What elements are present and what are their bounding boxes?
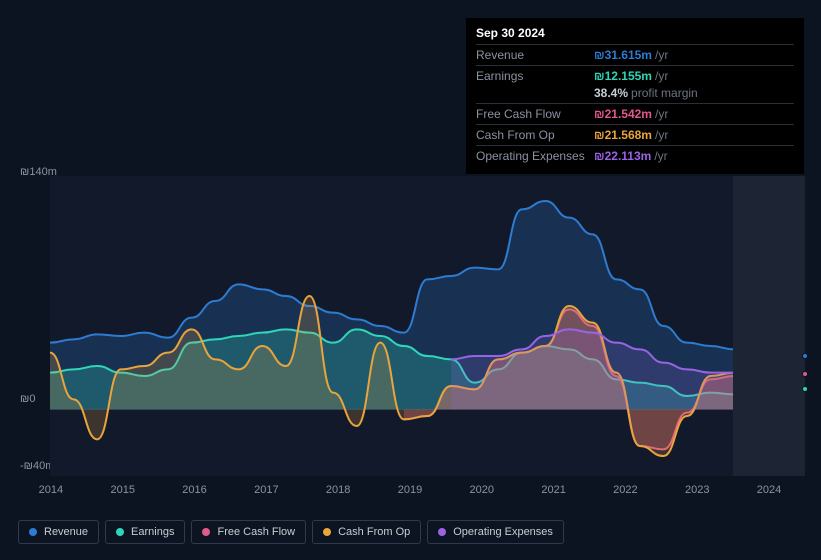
tooltip-metric-label: Cash From Op bbox=[476, 128, 594, 142]
legend-item-revenue[interactable]: Revenue bbox=[18, 520, 99, 544]
legend-dot-icon bbox=[202, 528, 210, 536]
x-axis-tick: 2015 bbox=[87, 484, 159, 496]
legend-item-free-cash-flow[interactable]: Free Cash Flow bbox=[191, 520, 306, 544]
tooltip-metric-value: ₪21.568m bbox=[594, 128, 652, 142]
legend-item-label: Cash From Op bbox=[338, 526, 410, 538]
legend-item-earnings[interactable]: Earnings bbox=[105, 520, 185, 544]
tooltip-metric-suffix: /yr bbox=[655, 107, 668, 121]
x-axis-tick: 2019 bbox=[374, 484, 446, 496]
tooltip-row: Earnings₪12.155m/yr bbox=[476, 65, 794, 86]
tooltip-row: Operating Expenses₪22.113m/yr bbox=[476, 145, 794, 166]
tooltip-metric-label: Operating Expenses bbox=[476, 149, 594, 163]
tooltip-metric-label: Earnings bbox=[476, 69, 594, 83]
legend-dot-icon bbox=[438, 528, 446, 536]
x-axis-tick: 2016 bbox=[159, 484, 231, 496]
tooltip-metric-suffix: /yr bbox=[654, 149, 667, 163]
legend-dot-icon bbox=[116, 528, 124, 536]
series-end-dot bbox=[802, 386, 808, 392]
chart-legend: Revenue Earnings Free Cash Flow Cash From O… bbox=[18, 520, 564, 544]
series-end-dot bbox=[802, 353, 808, 359]
financials-chart[interactable] bbox=[50, 176, 805, 476]
legend-item-cash-from-op[interactable]: Cash From Op bbox=[312, 520, 421, 544]
tooltip-row: Revenue₪31.615m/yr bbox=[476, 44, 794, 65]
tooltip-date: Sep 30 2024 bbox=[476, 26, 794, 44]
x-axis-tick: 2021 bbox=[518, 484, 590, 496]
legend-dot-icon bbox=[29, 528, 37, 536]
legend-dot-icon bbox=[323, 528, 331, 536]
series-end-dot bbox=[802, 371, 808, 377]
legend-item-label: Revenue bbox=[44, 526, 88, 538]
tooltip-metric-suffix: /yr bbox=[655, 128, 668, 142]
y-axis-tick: ₪0 bbox=[20, 393, 35, 405]
x-axis-tick: 2017 bbox=[230, 484, 302, 496]
tooltip-metric-suffix: /yr bbox=[655, 48, 668, 62]
tooltip-metric-value: ₪21.542m bbox=[594, 107, 652, 121]
chart-cursor bbox=[733, 176, 805, 476]
tooltip-row: Cash From Op₪21.568m/yr bbox=[476, 124, 794, 145]
tooltip-metric-value: ₪12.155m bbox=[594, 69, 652, 83]
legend-item-label: Earnings bbox=[131, 526, 174, 538]
tooltip-metric-value: ₪22.113m bbox=[594, 149, 651, 163]
x-axis-labels: 2014201520162017201820192020202120222023… bbox=[15, 484, 805, 496]
tooltip-row: Free Cash Flow₪21.542m/yr bbox=[476, 103, 794, 124]
tooltip-metric-value: ₪31.615m bbox=[594, 48, 652, 62]
tooltip-metric-label bbox=[476, 86, 594, 100]
tooltip-row: 38.4%profit margin bbox=[476, 86, 794, 103]
legend-item-label: Free Cash Flow bbox=[217, 526, 295, 538]
x-axis-tick: 2024 bbox=[733, 484, 805, 496]
tooltip-metric-value: 38.4% bbox=[594, 86, 628, 100]
tooltip-metric-label: Revenue bbox=[476, 48, 594, 62]
tooltip-metric-suffix: /yr bbox=[655, 69, 668, 83]
x-axis-tick: 2018 bbox=[302, 484, 374, 496]
x-axis-tick: 2014 bbox=[15, 484, 87, 496]
x-axis-tick: 2020 bbox=[446, 484, 518, 496]
tooltip-metric-label: Free Cash Flow bbox=[476, 107, 594, 121]
legend-item-operating-expenses[interactable]: Operating Expenses bbox=[427, 520, 564, 544]
x-axis-tick: 2022 bbox=[590, 484, 662, 496]
data-tooltip: Sep 30 2024 Revenue₪31.615m/yrEarnings₪1… bbox=[466, 18, 804, 174]
x-axis-tick: 2023 bbox=[661, 484, 733, 496]
legend-item-label: Operating Expenses bbox=[453, 526, 553, 538]
tooltip-metric-suffix: profit margin bbox=[631, 86, 698, 100]
